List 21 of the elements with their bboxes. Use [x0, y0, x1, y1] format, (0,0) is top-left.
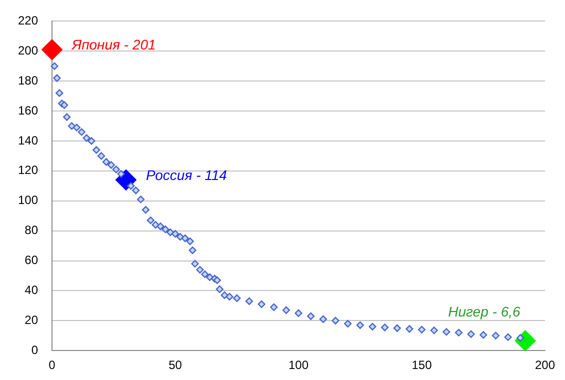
y-tick-label: 0: [31, 342, 38, 357]
y-tick-label: 160: [18, 103, 38, 118]
y-tick-label: 140: [18, 133, 38, 148]
y-tick-label: 20: [24, 312, 38, 327]
x-tick-label: 200: [534, 358, 556, 372]
y-tick-label: 80: [24, 223, 38, 238]
y-tick-label: 100: [18, 193, 38, 208]
point: [42, 39, 63, 60]
y-tick-label: 220: [18, 14, 38, 28]
x-tick-label: 150: [412, 358, 432, 372]
annotation: Япония - 201: [71, 36, 156, 53]
annotation: Россия - 114: [146, 166, 228, 183]
x-tick-label: 50: [168, 358, 182, 372]
y-tick-label: 40: [24, 283, 38, 298]
y-tick-label: 60: [24, 253, 38, 268]
x-tick-label: 0: [48, 358, 56, 372]
annotation: Нигер - 6,6: [448, 304, 520, 320]
y-tick-label: 180: [18, 73, 38, 88]
y-tick-label: 120: [18, 163, 38, 178]
y-tick-label: 200: [18, 43, 38, 58]
x-tick-label: 100: [288, 358, 309, 372]
